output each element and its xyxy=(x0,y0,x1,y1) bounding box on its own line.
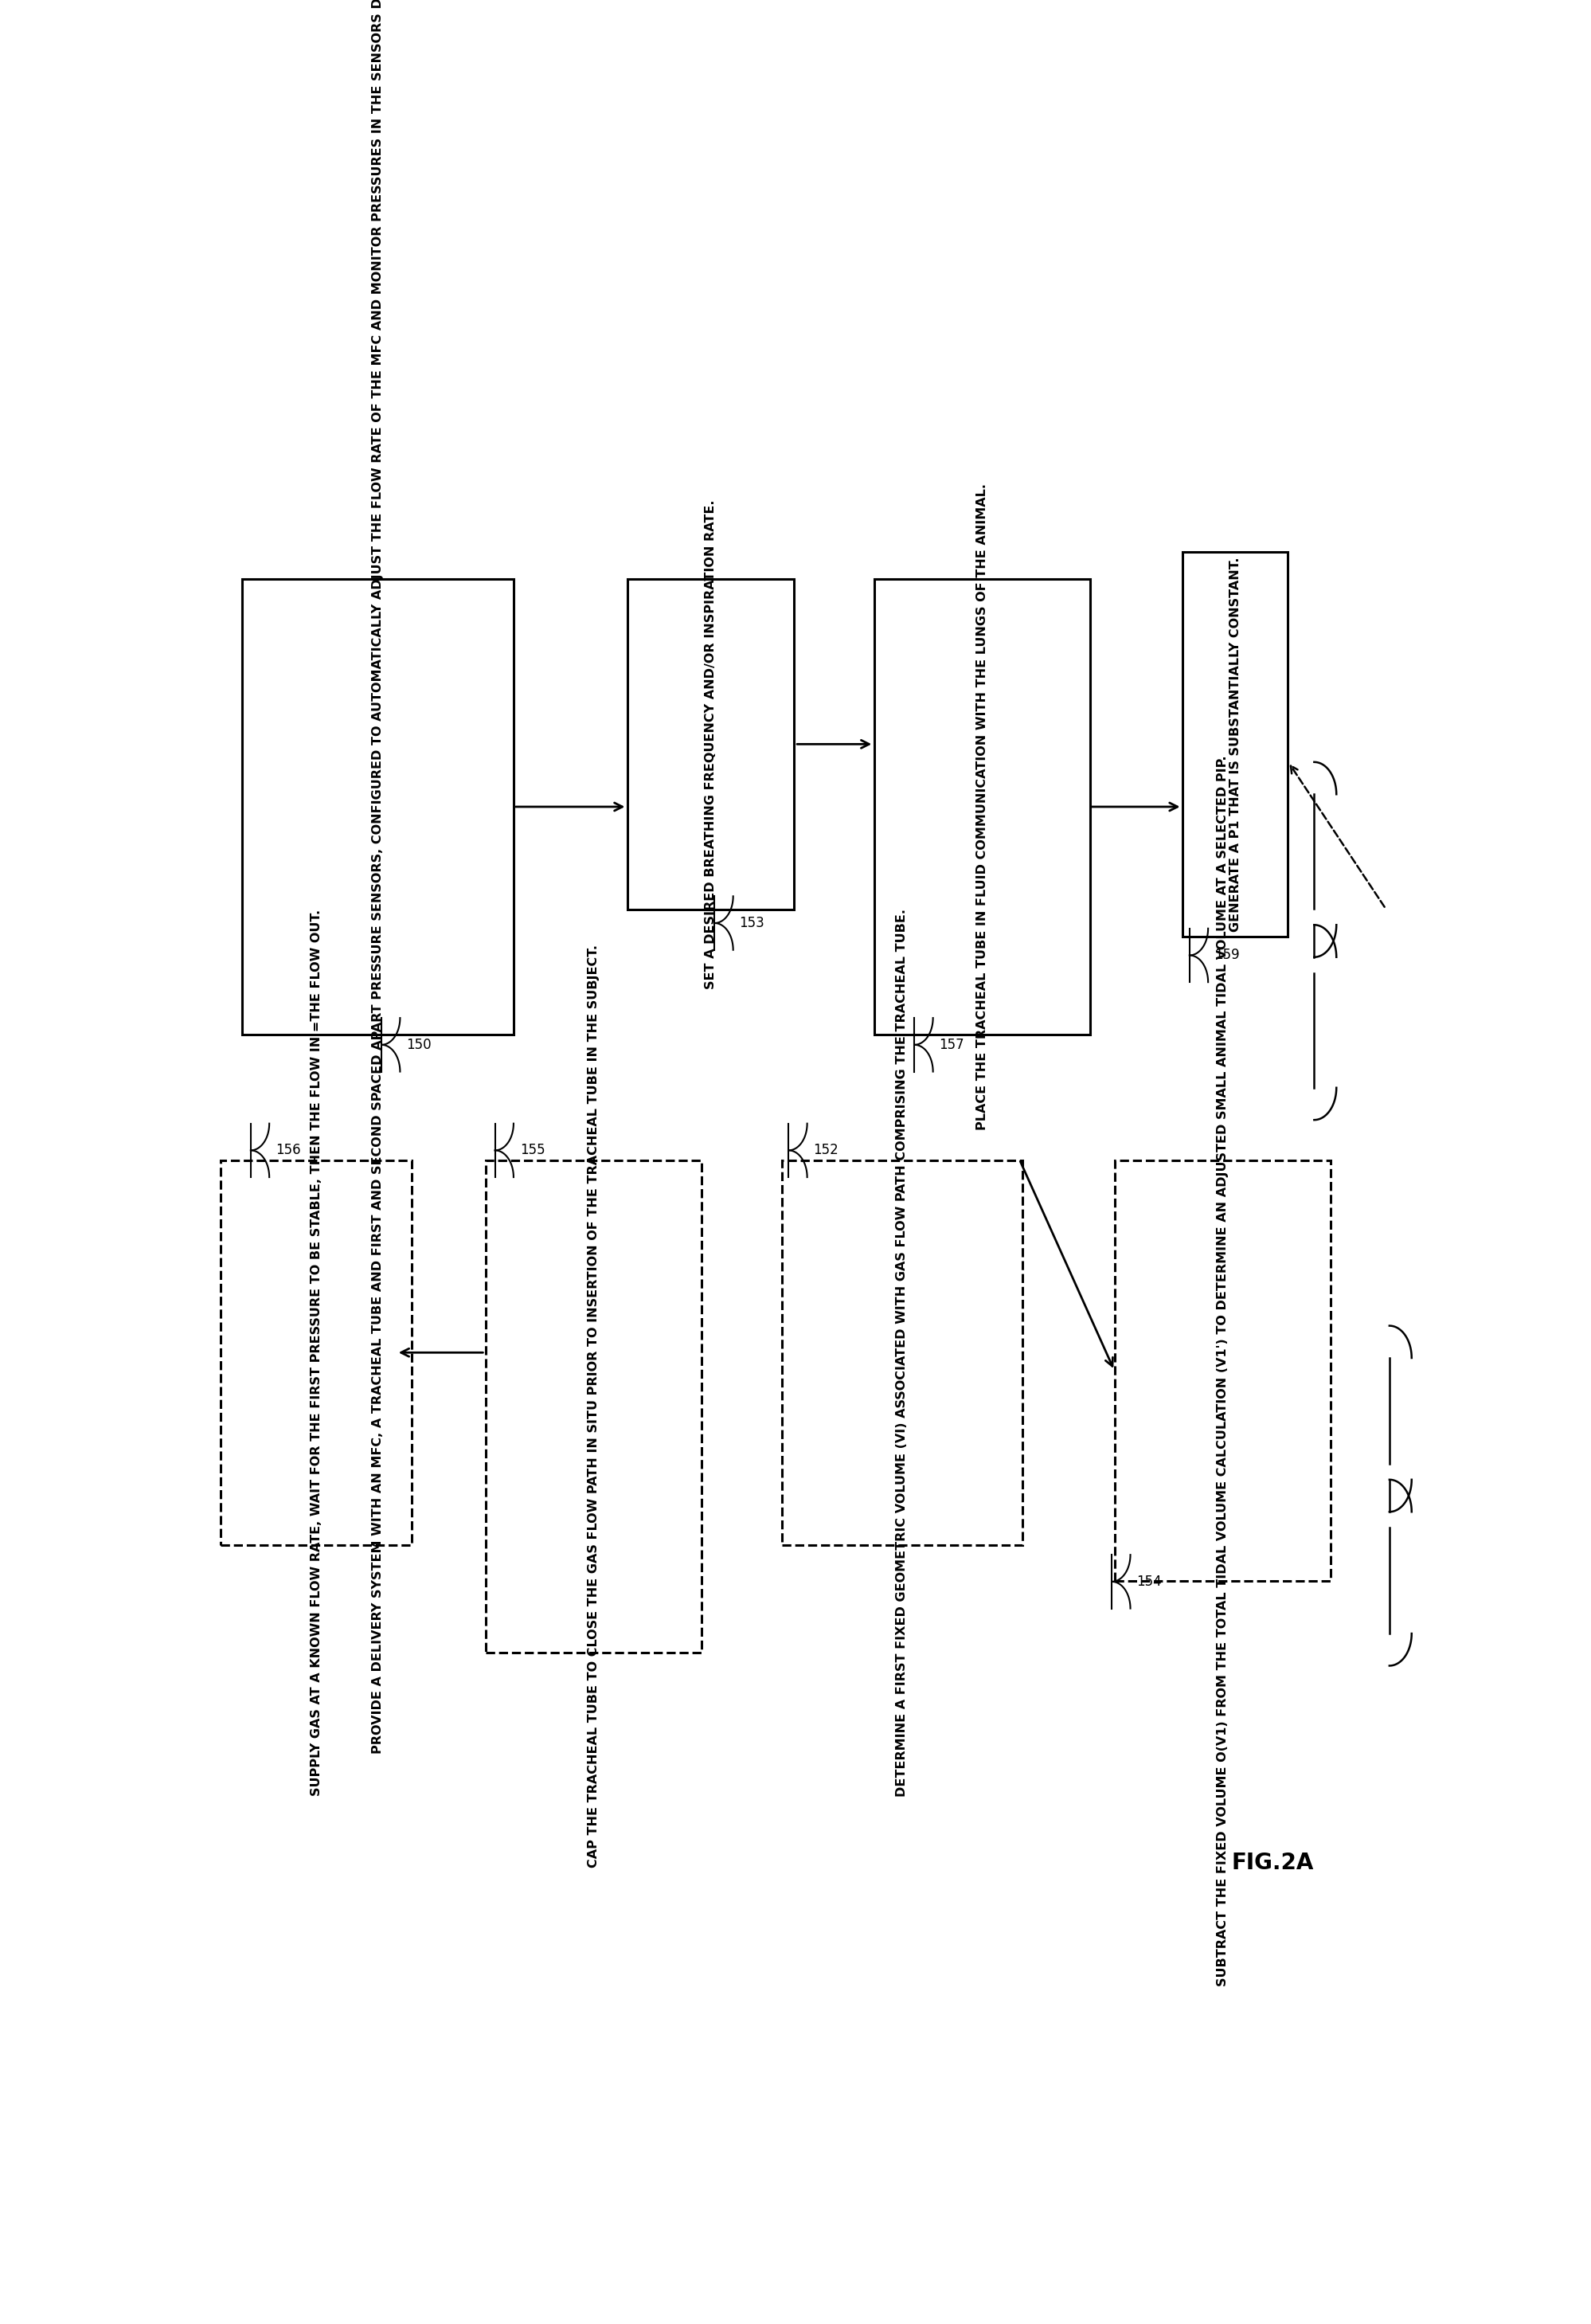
Text: 154: 154 xyxy=(1136,1573,1161,1590)
Bar xyxy=(221,1160,412,1545)
Bar xyxy=(873,579,1090,1034)
Text: 157: 157 xyxy=(939,1037,964,1053)
Bar xyxy=(781,1160,1021,1545)
Text: SET A DESIRED BREATHING FREQUENCY AND/OR INSPIRATION RATE.: SET A DESIRED BREATHING FREQUENCY AND/OR… xyxy=(705,500,716,988)
Text: 156: 156 xyxy=(275,1143,301,1157)
Text: 159: 159 xyxy=(1214,948,1239,962)
Text: SUBTRACT THE FIXED VOLUME O(V1) FROM THE TOTAL TIDAL VOLUME CALCULATION (V1') TO: SUBTRACT THE FIXED VOLUME O(V1) FROM THE… xyxy=(1216,755,1228,1987)
Bar xyxy=(1114,1160,1330,1580)
Text: DETERMINE A FIRST FIXED GEOMETRIC VOLUME (VI) ASSOCIATED WITH GAS FLOW PATH COMP: DETERMINE A FIRST FIXED GEOMETRIC VOLUME… xyxy=(896,909,908,1796)
Text: SUPPLY GAS AT A KNOWN FLOW RATE, WAIT FOR THE FIRST PRESSURE TO BE STABLE, THEN : SUPPLY GAS AT A KNOWN FLOW RATE, WAIT FO… xyxy=(310,909,321,1796)
Text: 153: 153 xyxy=(738,916,764,930)
Text: FIG.2A: FIG.2A xyxy=(1230,1852,1313,1873)
Bar xyxy=(242,579,514,1034)
Text: CAP THE TRACHEAL TUBE TO CLOSE THE GAS FLOW PATH IN SITU PRIOR TO INSERTION OF T: CAP THE TRACHEAL TUBE TO CLOSE THE GAS F… xyxy=(587,946,600,1868)
Text: 155: 155 xyxy=(520,1143,544,1157)
Text: PLACE THE TRACHEAL TUBE IN FLUID COMMUNICATION WITH THE LUNGS OF THE ANIMAL.: PLACE THE TRACHEAL TUBE IN FLUID COMMUNI… xyxy=(975,483,988,1129)
Text: 150: 150 xyxy=(406,1037,431,1053)
Bar xyxy=(1182,551,1287,937)
Text: 152: 152 xyxy=(813,1143,838,1157)
Text: GENERATE A P1 THAT IS SUBSTANTIALLY CONSTANT.: GENERATE A P1 THAT IS SUBSTANTIALLY CONS… xyxy=(1228,558,1241,932)
Bar xyxy=(485,1160,702,1652)
Bar xyxy=(627,579,794,909)
Text: PROVIDE A DELIVERY SYSTEM WITH AN MFC, A TRACHEAL TUBE AND FIRST AND SECOND SPAC: PROVIDE A DELIVERY SYSTEM WITH AN MFC, A… xyxy=(372,0,383,1755)
